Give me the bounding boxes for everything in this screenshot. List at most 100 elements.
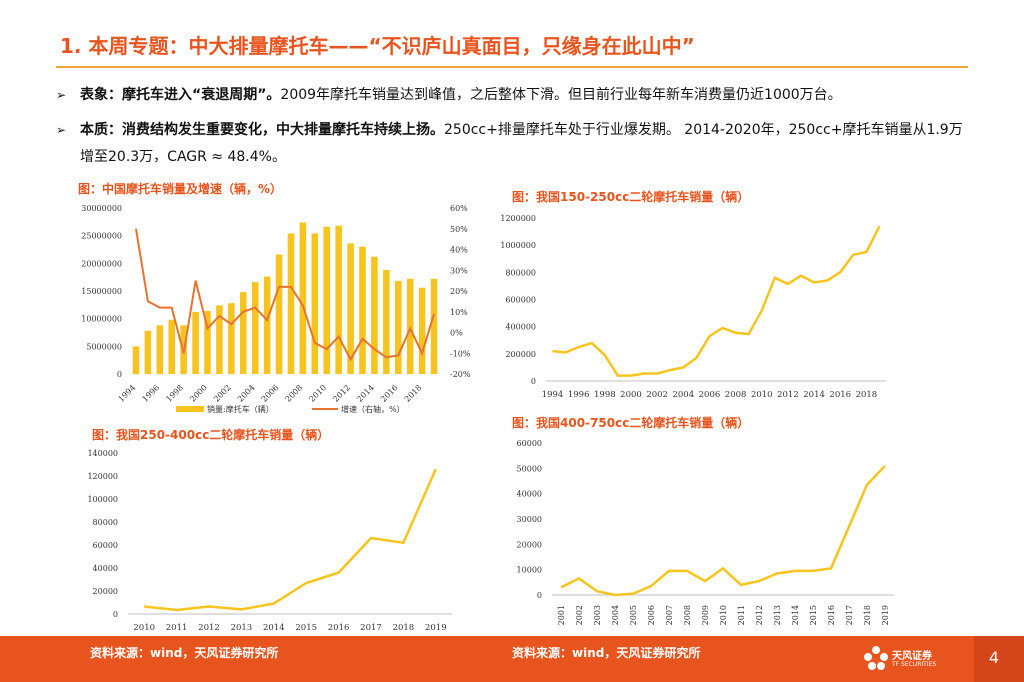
- y-right-tick-label: 40%: [450, 246, 468, 255]
- y-left-tick-label: 0: [117, 370, 122, 379]
- page-number: 4: [988, 648, 1000, 667]
- y-left-tick-label: 30000000: [81, 204, 122, 213]
- page-title: 1. 本周专题：中大排量摩托车——“不识庐山真面目，只缘身在此山中”: [60, 34, 695, 58]
- bar-sales: [251, 282, 259, 374]
- arrow-bullet-icon: ➢: [56, 123, 67, 137]
- bar-sales: [430, 278, 438, 374]
- x-tick-label: 2003: [593, 605, 602, 625]
- y-right-tick-label: -10%: [450, 349, 471, 358]
- y-tick-label: 0: [531, 377, 536, 386]
- chart3-title: 图：我国250-400cc二轮摩托车销量（辆）: [92, 428, 330, 442]
- x-tick-label: 1994: [542, 390, 564, 400]
- footer-bar: 资料来源：wind，天风证券研究所 资料来源：wind，天风证券研究所 天风证券…: [0, 636, 1024, 682]
- bar-sales: [287, 233, 295, 374]
- arrow-bullet-icon: ➢: [56, 88, 67, 102]
- y-tick-label: 40000: [517, 490, 542, 499]
- series-line: [560, 464, 886, 597]
- y-right-tick-label: 0%: [450, 329, 463, 338]
- x-tick-label: 2017: [845, 605, 854, 625]
- x-tick-label: 2010: [719, 605, 728, 625]
- y-tick-label: 60000: [517, 439, 542, 448]
- x-tick-label: 2014: [791, 605, 800, 625]
- x-tick-label: 2013: [773, 605, 782, 625]
- x-tick-label: 2012: [777, 390, 799, 400]
- x-tick-label: 2014: [263, 623, 285, 633]
- x-tick-label: 2017: [360, 623, 382, 633]
- x-tick-label: 2007: [665, 605, 674, 625]
- y-right-tick-label: 20%: [450, 287, 468, 296]
- bar-sales: [263, 276, 271, 374]
- y-tick-label: 600000: [505, 296, 536, 305]
- y-tick-label: 20000: [93, 587, 118, 596]
- y-tick-label: 20000: [517, 540, 542, 549]
- x-tick-label: 2018: [393, 623, 415, 633]
- x-tick-label: 2000: [620, 390, 642, 400]
- x-tick-label: 2008: [725, 390, 747, 400]
- x-tick-label: 2002: [575, 605, 584, 625]
- bar-sales: [204, 310, 211, 374]
- bar-sales: [311, 233, 319, 374]
- x-tick-label: 2012: [755, 605, 764, 625]
- bar-sales: [156, 325, 164, 374]
- series-line: [144, 468, 437, 612]
- y-tick-label: 1000000: [500, 241, 536, 250]
- y-right-tick-label: 60%: [450, 204, 468, 213]
- y-left-tick-label: 5000000: [86, 342, 122, 351]
- bar-sales: [192, 312, 199, 374]
- page-number-tab: 4: [974, 636, 1024, 682]
- x-tick-label: 2009: [701, 605, 710, 625]
- y-tick-label: 100000: [87, 495, 118, 504]
- bar-sales: [359, 246, 366, 374]
- x-tick-label: 2016: [829, 390, 851, 400]
- legend-line-label: 增速（右轴，%）: [341, 404, 405, 414]
- source-note-right: 资料来源：wind，天风证券研究所: [512, 646, 701, 660]
- x-tick-label: 2011: [166, 623, 188, 633]
- x-tick-label: 2018: [856, 390, 878, 400]
- legend-bar-label: 销量:摩托车（辆）: [207, 404, 274, 414]
- bar-sales: [239, 292, 247, 374]
- y-right-tick-label: -20%: [450, 370, 471, 379]
- series-line: [552, 225, 881, 377]
- y-tick-label: 60000: [93, 541, 118, 550]
- y-tick-label: 140000: [87, 449, 118, 458]
- y-left-tick-label: 10000000: [81, 315, 122, 324]
- tf-logo-icon: [864, 646, 888, 670]
- bar-sales: [335, 225, 342, 374]
- bar-sales: [394, 281, 402, 374]
- x-tick-label: 1998: [594, 390, 616, 400]
- bar-sales: [323, 226, 331, 374]
- x-tick-label: 1996: [568, 390, 590, 400]
- bullet-2-text: 250cc+排量摩托车处于行业爆发期。 2014-2020年，250cc+摩托车…: [80, 122, 963, 165]
- y-tick-label: 120000: [87, 472, 118, 481]
- x-tick-label: 2004: [611, 605, 620, 625]
- bullet-point-1: ➢ 表象：摩托车进入“衰退周期”。2009年摩托车销量达到峰值，之后整体下滑。但…: [56, 82, 976, 109]
- bar-sales: [275, 254, 283, 374]
- x-tick-label: 2015: [809, 605, 818, 625]
- chart4-title: 图：我国400-750cc二轮摩托车销量（辆）: [512, 416, 750, 430]
- bar-sales: [168, 319, 176, 374]
- bar-sales: [144, 330, 152, 374]
- y-right-tick-label: 30%: [450, 266, 468, 275]
- bar-sales: [132, 346, 140, 374]
- y-tick-label: 40000: [93, 564, 118, 573]
- bar-sales: [228, 303, 235, 374]
- x-tick-label: 2006: [699, 390, 721, 400]
- y-right-tick-label: 10%: [450, 308, 468, 317]
- bullet-2-bold: 本质：消费结构发生重要变化，中大排量摩托车持续上扬。: [80, 122, 444, 138]
- bar-sales: [216, 305, 223, 374]
- x-tick-label: 2013: [231, 623, 253, 633]
- x-tick-label: 2006: [647, 605, 656, 625]
- bar-sales: [347, 243, 354, 374]
- chart2-title: 图：我国150-250cc二轮摩托车销量（辆）: [512, 190, 750, 204]
- bar-sales: [371, 256, 378, 374]
- x-tick-label: 2016: [827, 605, 836, 625]
- bullet-1-text: 2009年摩托车销量达到峰值，之后整体下滑。但目前行业每年新车消费量仍近1000…: [280, 87, 842, 103]
- y-tick-label: 30000: [517, 515, 542, 524]
- x-tick-label: 2004: [672, 390, 694, 400]
- chart1-title: 图：中国摩托车销量及增速（辆，%）: [78, 182, 283, 196]
- x-tick-label: 2019: [425, 623, 447, 633]
